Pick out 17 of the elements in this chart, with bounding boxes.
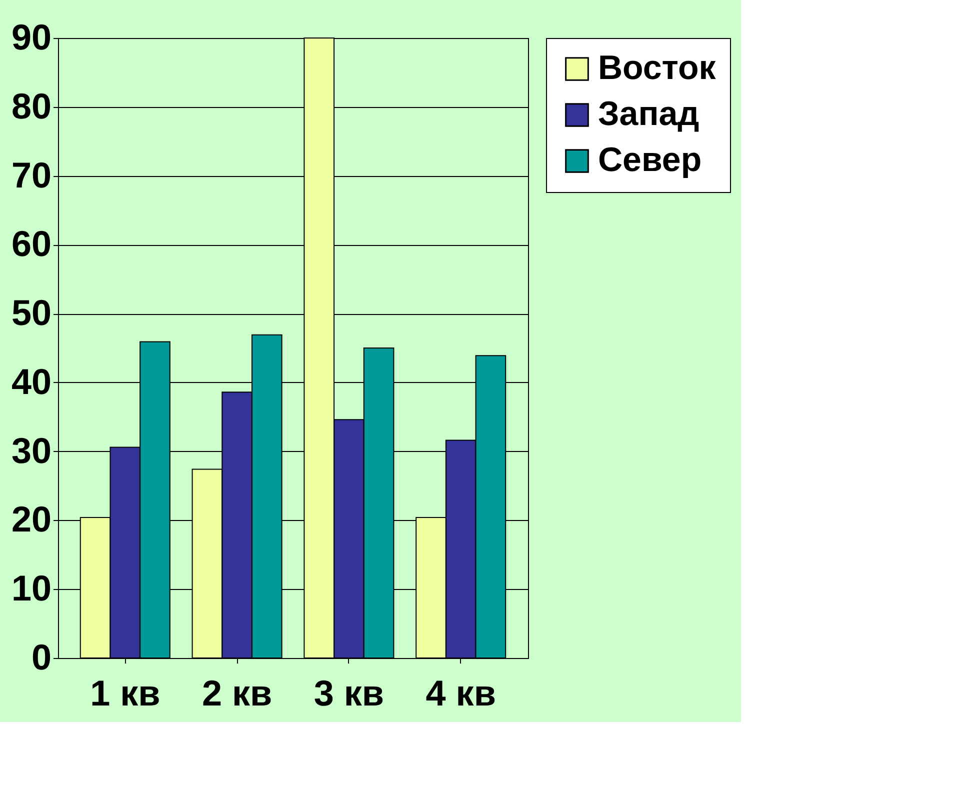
y-tick-label: 60 <box>11 223 52 264</box>
legend-label: Восток <box>598 49 717 87</box>
y-tick-label: 30 <box>11 430 52 471</box>
y-tick-label: 10 <box>11 568 52 609</box>
y-tick-label: 70 <box>11 154 52 196</box>
y-tick-label: 90 <box>11 16 52 58</box>
y-tick-label: 0 <box>31 636 52 678</box>
y-tick-label: 50 <box>11 292 52 334</box>
x-tick-label: 1 кв <box>90 672 160 714</box>
legend-label: Запад <box>598 95 700 133</box>
y-tick-label: 80 <box>11 85 52 126</box>
x-tick-label: 4 кв <box>426 672 496 714</box>
y-tick-label: 40 <box>11 360 52 402</box>
y-tick-label: 20 <box>11 498 52 540</box>
legend-label: Север <box>598 141 702 179</box>
x-tick-label: 3 кв <box>314 672 384 714</box>
x-tick-label: 2 кв <box>202 672 272 714</box>
